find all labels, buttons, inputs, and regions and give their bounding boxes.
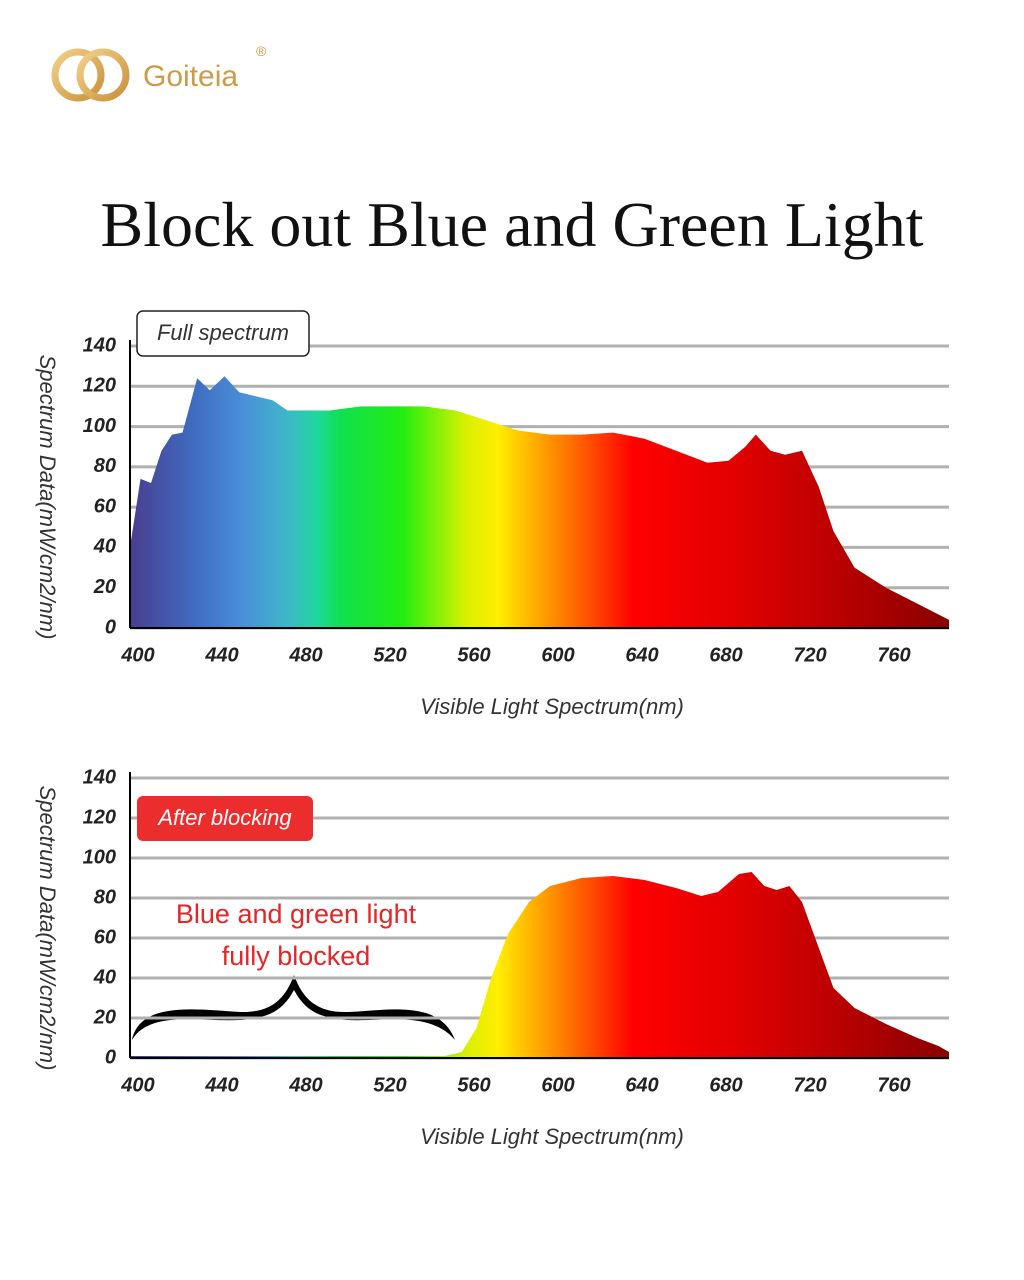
- x-tick-label: 720: [793, 1074, 826, 1096]
- y-tick-label: 100: [83, 415, 116, 437]
- y-tick-label: 60: [94, 926, 116, 948]
- x-tick-label: 600: [541, 1074, 574, 1096]
- y-tick-label: 80: [94, 886, 116, 908]
- y-axis-label: Spectrum Data(mW/cm2/nm): [35, 786, 60, 1071]
- logo: Goiteia ®: [51, 43, 267, 102]
- x-axis-label: Visible Light Spectrum(nm): [420, 694, 684, 719]
- series-label-box: [137, 796, 313, 841]
- x-tick-label: 640: [625, 1074, 658, 1096]
- spectrum-area: [130, 376, 949, 628]
- y-tick-label: 140: [83, 334, 116, 356]
- y-tick-label: 100: [83, 846, 116, 868]
- x-tick-label: 520: [373, 1074, 406, 1096]
- x-tick-label: 560: [457, 644, 490, 666]
- series-label-box: [136, 310, 310, 357]
- x-axis-label: Visible Light Spectrum(nm): [420, 1124, 684, 1149]
- x-tick-label: 720: [793, 644, 826, 666]
- x-tick-label: 440: [204, 644, 238, 666]
- brand-name: Goiteia: [143, 60, 238, 93]
- x-tick-label: 480: [288, 644, 322, 666]
- x-tick-label: 680: [709, 644, 742, 666]
- x-tick-label: 560: [457, 1074, 490, 1096]
- annotation: Blue and green light: [176, 899, 417, 929]
- y-tick-label: 60: [94, 495, 116, 517]
- series-label: After blocking: [156, 805, 292, 830]
- x-tick-label: 520: [373, 644, 406, 666]
- x-tick-label: 760: [877, 644, 910, 666]
- x-tick-label: 400: [120, 1074, 154, 1096]
- y-tick-label: 0: [105, 616, 116, 638]
- x-tick-label: 480: [288, 1074, 322, 1096]
- y-tick-label: 40: [93, 966, 116, 988]
- x-tick-label: 400: [120, 644, 154, 666]
- y-tick-label: 80: [94, 455, 116, 477]
- x-tick-label: 440: [204, 1074, 238, 1096]
- series-label: Full spectrum: [157, 320, 289, 345]
- y-axis-label: Spectrum Data(mW/cm2/nm): [35, 355, 60, 640]
- brace: [132, 975, 455, 1040]
- spectrum-area: [130, 872, 949, 1058]
- y-tick-label: 120: [83, 375, 116, 397]
- y-tick-label: 0: [105, 1046, 116, 1068]
- y-tick-label: 140: [83, 766, 116, 788]
- x-tick-label: 600: [541, 644, 574, 666]
- brand-mark: ®: [256, 43, 267, 59]
- annotation: fully blocked: [222, 941, 371, 971]
- y-tick-label: 40: [93, 536, 116, 558]
- y-tick-label: 120: [83, 806, 116, 828]
- x-tick-label: 680: [709, 1074, 742, 1096]
- y-tick-label: 20: [93, 576, 116, 598]
- y-tick-label: 20: [93, 1006, 116, 1028]
- page-title: Block out Blue and Green Light: [101, 189, 924, 260]
- x-tick-label: 640: [625, 644, 658, 666]
- x-tick-label: 760: [877, 1074, 910, 1096]
